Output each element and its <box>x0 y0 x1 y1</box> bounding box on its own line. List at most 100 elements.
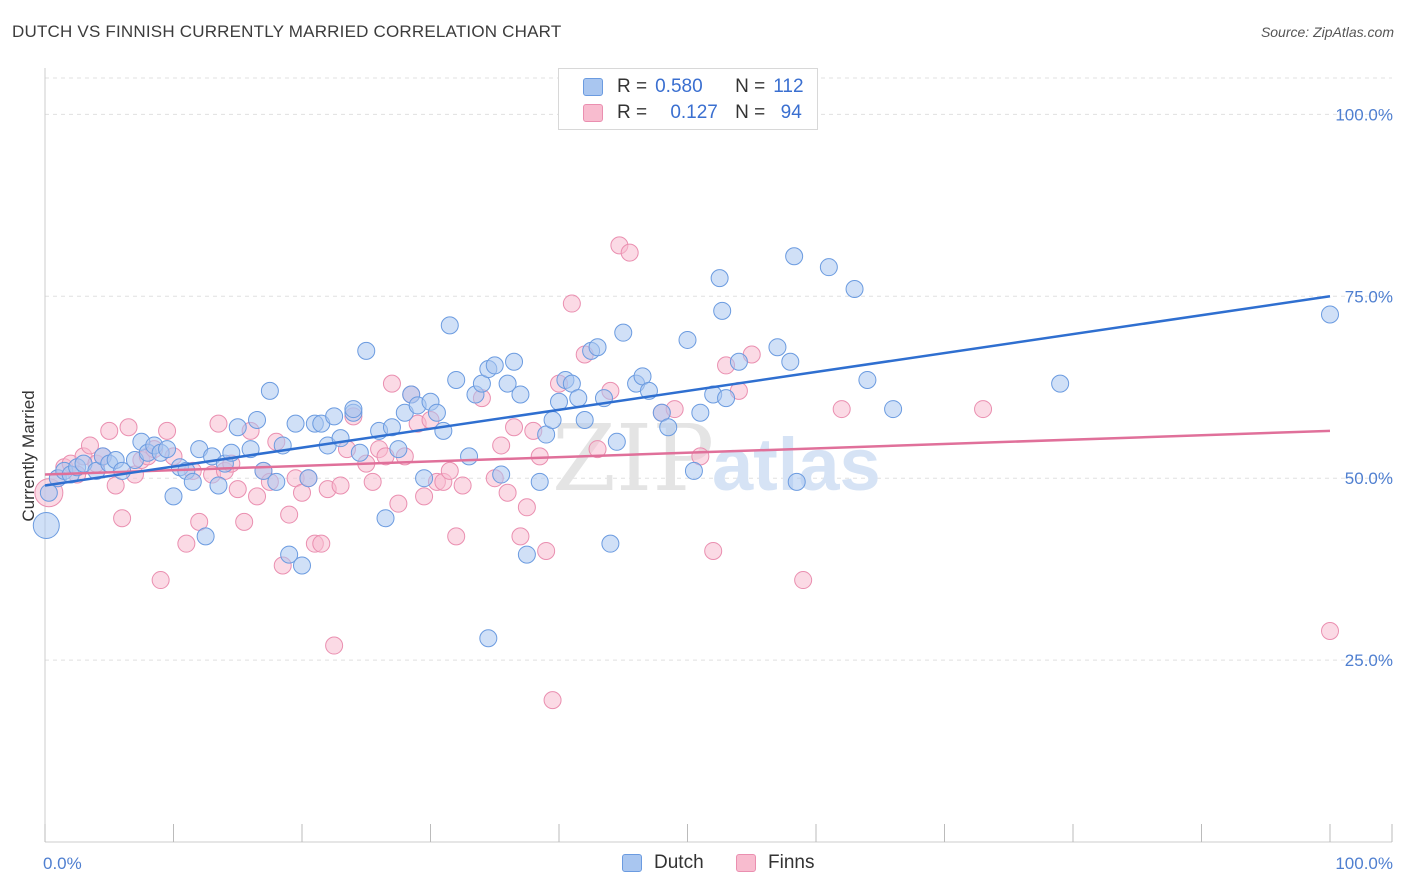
bottom-legend-finns: Finns <box>736 852 814 874</box>
dutch-point <box>286 414 305 433</box>
dutch-point <box>447 370 466 389</box>
finns-point <box>704 541 723 560</box>
dutch-point <box>858 370 877 389</box>
dutch-point <box>183 472 202 491</box>
dutch-point <box>684 461 703 480</box>
y-axis-label: Currently Married <box>19 390 38 521</box>
dutch-point <box>498 374 517 393</box>
dutch-point <box>588 338 607 357</box>
finns-point <box>832 400 851 419</box>
dutch-point <box>39 483 58 502</box>
finns-point <box>235 512 254 531</box>
dutch-point <box>280 545 299 564</box>
chart-title: DUTCH VS FINNISH CURRENTLY MARRIED CORRE… <box>12 22 562 41</box>
finns-point <box>158 421 177 440</box>
dutch-point <box>248 410 267 429</box>
finns-point <box>517 498 536 517</box>
y-tick-label: 100.0% <box>1335 105 1393 124</box>
dutch-point <box>479 629 498 648</box>
dutch-point <box>209 476 228 495</box>
dutch-point <box>492 465 511 484</box>
dutch-point <box>376 509 395 528</box>
finns-point <box>620 243 639 262</box>
finns-point <box>119 418 138 437</box>
dutch-legend-icon <box>622 854 642 872</box>
dutch-r-value: 0.580 <box>655 76 703 97</box>
bottom-legend-dutch-label: Dutch <box>654 852 704 873</box>
finns-trend-line <box>44 429 1331 476</box>
finns-point <box>280 505 299 524</box>
dutch-point <box>785 247 804 266</box>
x-tick-label: 0.0% <box>43 854 82 873</box>
dutch-point <box>717 389 736 408</box>
x-axis-ticks <box>44 824 1393 842</box>
dutch-point <box>845 280 864 299</box>
finns-point <box>331 476 350 495</box>
dutch-swatch-icon <box>583 78 603 96</box>
x-tick-label: 100.0% <box>1335 854 1393 873</box>
dutch-point <box>164 487 183 506</box>
source-label: Source: ZipAtlas.com <box>1260 24 1394 40</box>
dutch-point <box>267 472 286 491</box>
watermark-atlas: atlas <box>712 423 881 506</box>
dutch-point <box>710 269 729 288</box>
y-axis-tick-labels: 25.0% 50.0% 75.0% 100.0% <box>1335 105 1393 670</box>
dutch-point <box>440 316 459 335</box>
dutch-point <box>158 440 177 459</box>
dutch-point <box>691 403 710 422</box>
finns-point <box>389 494 408 513</box>
x-axis-tick-labels: 0.0% 100.0% <box>43 854 1393 873</box>
dutch-point <box>382 418 401 437</box>
finns-point <box>505 418 524 437</box>
dutch-point <box>357 341 376 360</box>
finns-point <box>974 400 993 419</box>
dutch-point <box>768 338 787 357</box>
dutch-point <box>781 352 800 371</box>
finns-point <box>562 294 581 313</box>
dutch-point <box>196 527 215 546</box>
dutch-n-label: N = <box>735 76 766 97</box>
dutch-point <box>607 432 626 451</box>
dutch-point <box>575 410 594 429</box>
finns-n-label: N = <box>735 102 766 123</box>
y-tick-label: 50.0% <box>1345 469 1393 488</box>
finns-point <box>113 509 132 528</box>
finns-point <box>228 480 247 499</box>
dutch-point <box>485 356 504 375</box>
stats-legend: R = 0.580 N = 112 R = 0.127 N = 94 <box>558 68 818 130</box>
finns-point <box>80 436 99 455</box>
finns-point <box>511 527 530 546</box>
dutch-point <box>415 469 434 488</box>
dutch-point <box>819 258 838 277</box>
finns-r-value: 0.127 <box>670 102 718 123</box>
dutch-point <box>299 469 318 488</box>
finns-point <box>177 534 196 553</box>
dutch-point <box>293 556 311 575</box>
dutch-point <box>427 403 446 422</box>
dutch-point <box>884 400 903 419</box>
finns-point <box>1321 621 1339 640</box>
dutch-point <box>331 429 350 448</box>
dutch-point <box>344 400 363 419</box>
finns-point <box>100 421 119 440</box>
dutch-point <box>325 407 344 426</box>
finns-point <box>209 414 228 433</box>
dutch-trend-line <box>44 295 1331 487</box>
finns-point <box>382 374 401 393</box>
y-tick-label: 75.0% <box>1345 287 1393 306</box>
dutch-point <box>569 389 588 408</box>
legend-row-dutch: R = 0.580 N = 112 <box>583 75 804 99</box>
finns-point <box>151 571 170 590</box>
dutch-point <box>729 352 748 371</box>
dutch-point <box>1051 374 1070 393</box>
dutch-point <box>350 443 369 462</box>
dutch-point <box>659 418 678 437</box>
dutch-point <box>511 385 530 404</box>
finns-point <box>498 483 517 502</box>
dutch-point <box>1321 305 1339 324</box>
dutch-r-label: R = <box>617 76 648 97</box>
dutch-point <box>505 352 524 371</box>
finns-swatch-icon <box>583 104 603 122</box>
axes <box>44 68 1392 843</box>
